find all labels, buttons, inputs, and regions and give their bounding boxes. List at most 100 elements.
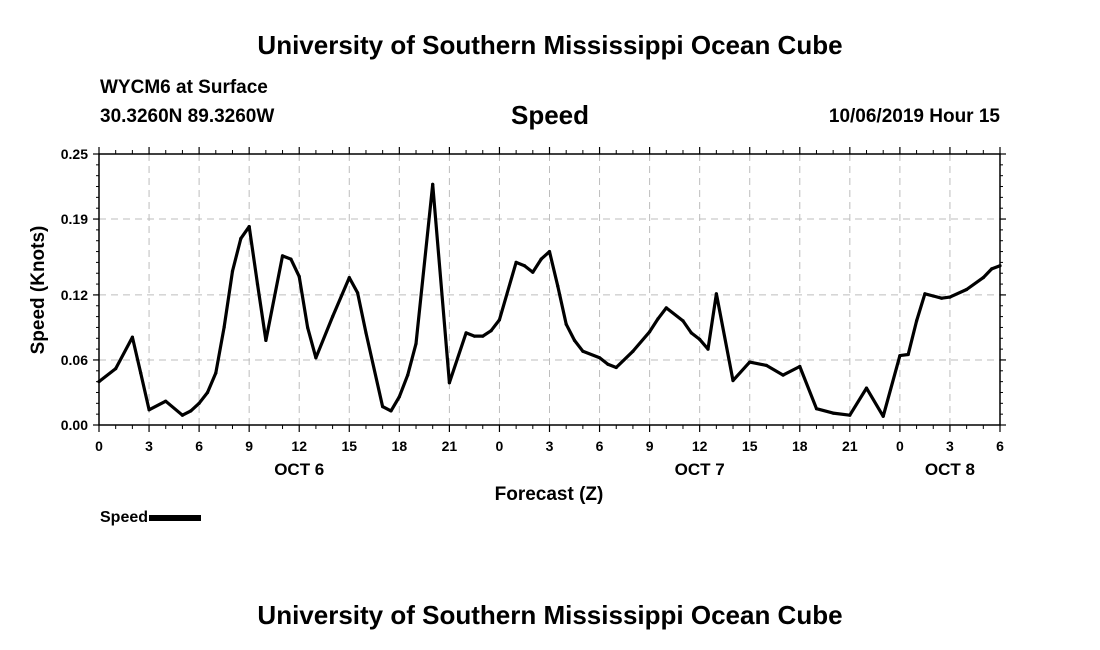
data-point — [347, 276, 351, 280]
data-point — [814, 407, 819, 411]
x-tick-label: 9 — [646, 438, 654, 454]
legend: Speed — [100, 509, 202, 527]
data-point — [331, 315, 335, 319]
data-point — [222, 325, 226, 329]
data-point — [940, 296, 944, 300]
data-point — [915, 319, 919, 323]
data-point — [648, 330, 652, 334]
data-point — [522, 264, 527, 268]
data-point — [531, 270, 535, 274]
y-tick-label: 0.06 — [61, 352, 88, 368]
x-tick-label: 15 — [341, 438, 357, 454]
data-point — [139, 371, 143, 375]
y-tick-label: 0.12 — [61, 287, 88, 303]
x-axis: 0 3 6 9 12 15 18 21 0 3 6 9 12 15 18 21 0 3 6 — [95, 147, 1004, 454]
data-point — [681, 319, 685, 323]
x-tick-label: 0 — [95, 438, 103, 454]
data-point — [598, 356, 602, 360]
data-point — [864, 386, 869, 390]
data-point — [431, 182, 435, 186]
data-point — [247, 225, 251, 229]
x-tick-label: 12 — [291, 438, 307, 454]
data-point — [297, 274, 301, 279]
data-point — [289, 257, 293, 261]
data-point — [656, 317, 660, 321]
data-point — [764, 363, 769, 367]
station-coordinates: 30.3260N 89.3260W — [100, 106, 275, 127]
x-tick-label: 21 — [842, 438, 858, 454]
data-point — [923, 292, 927, 296]
legend-label: Speed — [100, 509, 149, 526]
x-axis-label: Forecast (Z) — [495, 484, 604, 505]
data-point — [164, 399, 168, 403]
data-point — [497, 318, 501, 322]
chart-title-bottom: University of Southern Mississippi Ocean… — [257, 600, 843, 630]
data-point — [539, 257, 543, 261]
data-point — [714, 292, 719, 296]
data-point — [264, 338, 268, 342]
data-point — [147, 408, 151, 412]
data-point — [614, 365, 618, 370]
data-point — [114, 367, 118, 371]
date-label: OCT 6 — [274, 460, 324, 479]
data-point — [881, 414, 885, 418]
data-point — [464, 331, 468, 335]
legend-swatch — [149, 515, 202, 521]
x-tick-label: 6 — [596, 438, 604, 454]
forecast-datetime: 10/06/2019 Hour 15 — [828, 106, 1000, 127]
y-axis: 0.00 0.06 0.12 0.19 0.25 — [61, 146, 1006, 433]
speed-series-line — [98, 182, 1001, 418]
data-point — [364, 331, 368, 335]
data-point — [898, 354, 902, 358]
data-point — [547, 250, 552, 254]
data-point — [481, 334, 485, 338]
x-tick-label: 0 — [496, 438, 504, 454]
data-point — [197, 401, 201, 405]
data-point — [564, 322, 568, 326]
data-point — [990, 267, 994, 271]
y-tick-label: 0.00 — [61, 417, 88, 433]
data-point — [906, 352, 910, 357]
data-point — [965, 287, 969, 292]
data-point — [581, 349, 585, 353]
data-point — [931, 294, 935, 298]
variable-title: Speed — [510, 100, 590, 130]
data-point — [556, 284, 560, 288]
x-tick-label: 3 — [546, 438, 554, 454]
x-tick-label: 3 — [946, 438, 954, 454]
x-tick-label: 6 — [195, 438, 203, 454]
x-tick-label: 0 — [896, 438, 904, 454]
data-point — [689, 331, 693, 335]
x-tick-label: 3 — [145, 438, 153, 454]
data-point — [781, 373, 785, 377]
data-point — [447, 381, 451, 385]
date-labels: OCT 6 OCT 7 OCT 8 — [274, 460, 975, 479]
data-point — [180, 413, 184, 417]
data-point — [397, 395, 401, 399]
data-point — [731, 379, 735, 383]
chart-title-top: University of Southern Mississippi Ocean… — [257, 30, 843, 60]
data-point — [948, 295, 952, 299]
data-point — [572, 338, 577, 342]
x-tick-label: 15 — [742, 438, 758, 454]
data-point — [831, 411, 835, 415]
x-tick-label: 18 — [792, 438, 808, 454]
date-label: OCT 7 — [675, 460, 725, 479]
data-point — [255, 282, 260, 286]
data-point — [97, 380, 101, 384]
data-point — [706, 347, 710, 351]
data-point — [205, 390, 210, 395]
data-point — [381, 405, 385, 409]
data-point — [389, 409, 393, 413]
data-point — [130, 335, 134, 339]
data-point — [472, 334, 476, 338]
data-point — [406, 373, 410, 377]
data-point — [239, 237, 243, 241]
y-axis-label: Speed (Knots) — [28, 226, 49, 355]
station-name: WYCM6 at Surface — [100, 77, 268, 98]
y-tick-label: 0.25 — [61, 146, 88, 162]
data-point — [848, 413, 852, 417]
data-point — [698, 337, 702, 341]
x-tick-label: 12 — [692, 438, 708, 454]
data-point — [606, 362, 610, 366]
